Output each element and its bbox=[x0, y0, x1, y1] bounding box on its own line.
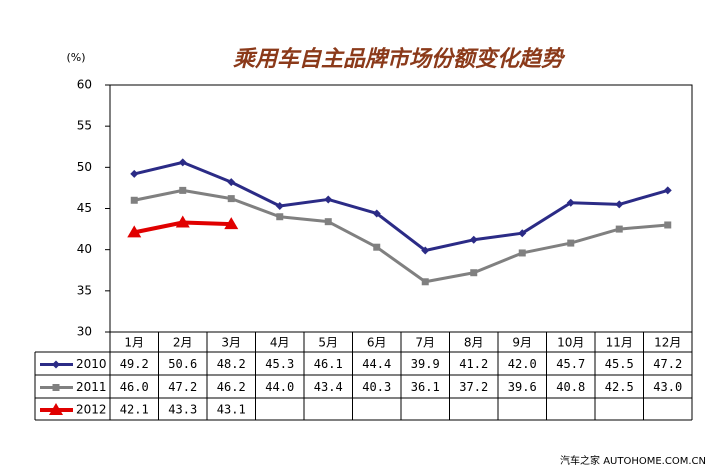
marker bbox=[469, 235, 478, 244]
marker bbox=[615, 225, 623, 233]
y-tick-label: 45 bbox=[77, 201, 92, 215]
value-label: 49.2 bbox=[120, 357, 149, 371]
y-tick-label: 50 bbox=[77, 160, 92, 174]
marker bbox=[421, 278, 429, 286]
x-tick-label: 11月 bbox=[606, 336, 633, 350]
value-label: 36.1 bbox=[411, 380, 440, 394]
marker bbox=[373, 243, 381, 251]
x-tick-label: 4月 bbox=[270, 336, 290, 350]
chart-title: 乘用车自主品牌市场份额变化趋势 bbox=[233, 46, 566, 72]
marker bbox=[470, 269, 478, 277]
y-axis-label: (%) bbox=[66, 51, 85, 64]
marker bbox=[324, 218, 332, 226]
value-label: 45.7 bbox=[556, 357, 585, 371]
marker bbox=[518, 229, 527, 238]
marker bbox=[421, 246, 430, 255]
marker bbox=[664, 221, 672, 229]
marker bbox=[276, 213, 284, 221]
marker bbox=[178, 158, 187, 167]
marker bbox=[130, 169, 139, 178]
marker bbox=[324, 195, 333, 204]
x-tick-label: 9月 bbox=[512, 336, 532, 350]
value-label: 47.2 bbox=[653, 357, 682, 371]
marker bbox=[227, 195, 235, 203]
marker bbox=[566, 198, 575, 207]
x-tick-label: 1月 bbox=[124, 336, 144, 350]
x-tick-label: 12月 bbox=[654, 336, 681, 350]
y-tick-label: 55 bbox=[77, 119, 92, 133]
marker bbox=[224, 217, 239, 230]
legend-label: 2011 bbox=[76, 380, 107, 394]
value-label: 40.3 bbox=[362, 380, 391, 394]
marker bbox=[518, 249, 526, 257]
value-label: 42.0 bbox=[508, 357, 537, 371]
value-label: 45.5 bbox=[605, 357, 634, 371]
series-line bbox=[133, 160, 669, 252]
legend-marker bbox=[52, 360, 60, 369]
marker bbox=[227, 178, 236, 187]
value-label: 40.8 bbox=[556, 380, 585, 394]
value-label: 43.3 bbox=[168, 403, 197, 417]
marker bbox=[175, 215, 190, 228]
value-label: 45.3 bbox=[265, 357, 294, 371]
value-label: 46.1 bbox=[314, 357, 343, 371]
value-label: 42.5 bbox=[605, 380, 634, 394]
x-tick-label: 3月 bbox=[221, 336, 241, 350]
legend-label: 2010 bbox=[76, 357, 107, 371]
x-tick-label: 6月 bbox=[367, 336, 387, 350]
value-label: 46.0 bbox=[120, 380, 149, 394]
value-label: 43.1 bbox=[217, 403, 246, 417]
marker bbox=[372, 209, 381, 218]
watermark: 汽车之家 AUTOHOME.COM.CN bbox=[560, 454, 706, 467]
y-tick-label: 60 bbox=[77, 78, 92, 92]
marker bbox=[275, 202, 284, 211]
value-label: 39.6 bbox=[508, 380, 537, 394]
marker bbox=[663, 186, 672, 195]
value-label: 44.4 bbox=[362, 357, 391, 371]
y-tick-label: 35 bbox=[77, 283, 92, 297]
marker bbox=[567, 239, 575, 247]
value-label: 44.0 bbox=[265, 380, 294, 394]
value-label: 47.2 bbox=[168, 380, 197, 394]
legend-marker bbox=[49, 403, 63, 415]
marker bbox=[615, 200, 624, 209]
marker bbox=[130, 196, 138, 204]
y-tick-label: 30 bbox=[77, 325, 92, 339]
value-label: 39.9 bbox=[411, 357, 440, 371]
series-line bbox=[133, 188, 668, 284]
plot-area bbox=[109, 84, 693, 333]
value-label: 43.4 bbox=[314, 380, 343, 394]
x-tick-label: 10月 bbox=[557, 336, 584, 350]
value-label: 37.2 bbox=[459, 380, 488, 394]
value-label: 42.1 bbox=[120, 403, 149, 417]
marker bbox=[127, 225, 142, 238]
marker bbox=[179, 186, 187, 194]
x-tick-label: 5月 bbox=[318, 336, 338, 350]
value-label: 46.2 bbox=[217, 380, 246, 394]
x-tick-label: 8月 bbox=[464, 336, 484, 350]
value-label: 48.2 bbox=[217, 357, 246, 371]
value-label: 43.0 bbox=[653, 380, 682, 394]
legend-label: 2012 bbox=[76, 403, 107, 417]
legend-marker bbox=[52, 384, 60, 391]
value-label: 41.2 bbox=[459, 357, 488, 371]
value-label: 50.6 bbox=[168, 357, 197, 371]
x-tick-label: 7月 bbox=[415, 336, 435, 350]
x-tick-label: 2月 bbox=[173, 336, 193, 350]
y-tick-label: 40 bbox=[77, 242, 92, 256]
